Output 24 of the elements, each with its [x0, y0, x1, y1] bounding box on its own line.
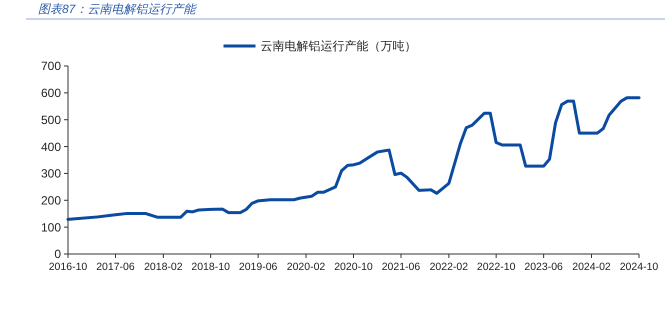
- y-tick-label: 100: [40, 220, 62, 234]
- y-tick-label: 600: [40, 86, 62, 100]
- x-tick-label: 2022-10: [476, 261, 516, 273]
- line-series: [66, 96, 640, 221]
- x-tick-label: 2023-06: [524, 261, 564, 273]
- x-tick-label: 2021-06: [382, 261, 420, 273]
- legend-label: 云南电解铝运行产能（万吨）: [260, 39, 416, 54]
- x-tick-label: 2022-02: [430, 261, 468, 273]
- y-tick-label: 400: [40, 140, 62, 154]
- y-tick-label: 200: [40, 193, 62, 208]
- chart-title: 图表87：云南电解铝运行产能: [38, 2, 198, 16]
- x-tick-label: 2018-10: [191, 261, 230, 273]
- x-tick-label: 2020-10: [334, 261, 373, 273]
- x-tick-label: 2018-02: [144, 261, 183, 273]
- x-tick-label: 2019-06: [238, 261, 278, 273]
- x-tick-label: 2024-02: [572, 261, 611, 273]
- x-tick-label: 2016-10: [48, 261, 88, 273]
- y-tick-label: 0: [54, 247, 62, 262]
- x-tick-label: 2020-02: [286, 261, 326, 273]
- y-tick-label: 300: [40, 166, 62, 181]
- y-tick-label: 700: [40, 59, 62, 74]
- x-tick-label: 2024-10: [620, 261, 658, 273]
- x-tick-label: 2017-06: [96, 261, 135, 273]
- y-tick-label: 500: [40, 112, 62, 127]
